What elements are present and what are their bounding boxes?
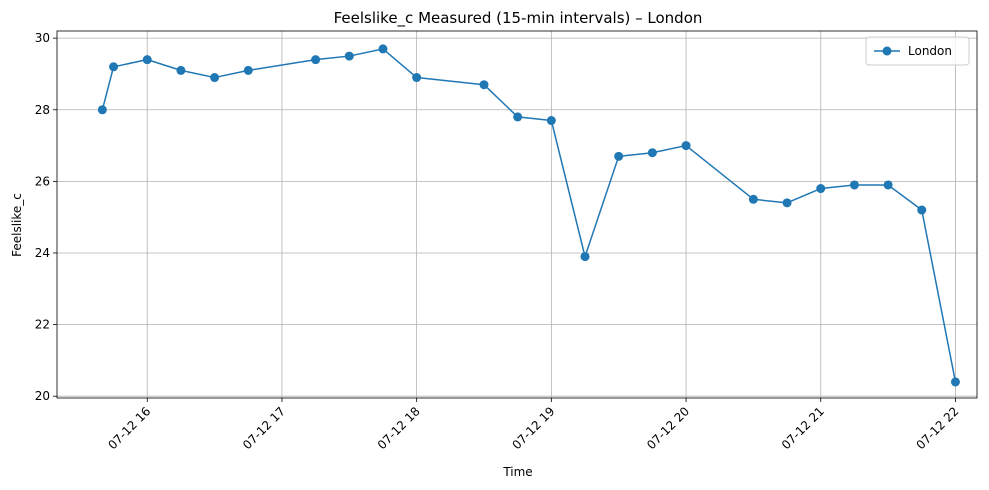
data-point	[210, 73, 220, 83]
data-point	[748, 194, 758, 204]
y-tick-label: 24	[35, 246, 50, 260]
data-point	[580, 252, 590, 262]
data-point	[647, 148, 657, 158]
data-point	[479, 80, 489, 90]
data-point	[513, 112, 523, 122]
y-axis-label: Feelslike_c	[10, 193, 24, 257]
x-tick-label: 07-12 17	[240, 404, 288, 452]
series	[97, 44, 960, 387]
data-point	[883, 180, 893, 190]
data-point	[344, 51, 354, 61]
data-point	[243, 65, 253, 75]
data-point	[546, 116, 556, 126]
data-point	[109, 62, 119, 72]
x-tick-label: 07-12 22	[914, 404, 962, 452]
y-tick-label: 20	[35, 389, 50, 403]
data-point	[97, 105, 107, 115]
x-axis-label: Time	[502, 465, 532, 479]
y-tick-label: 26	[35, 174, 50, 188]
data-point	[142, 55, 152, 65]
legend-marker	[882, 46, 892, 56]
grid	[57, 31, 977, 398]
data-point	[176, 65, 186, 75]
x-tick-label: 07-12 21	[779, 404, 827, 452]
data-point	[849, 180, 859, 190]
legend-label: London	[908, 44, 952, 58]
legend: London	[865, 36, 970, 66]
data-point	[782, 198, 792, 208]
y-tick-label: 30	[35, 31, 50, 45]
data-point	[917, 205, 927, 215]
series-line	[101, 48, 957, 383]
y-tick-label: 28	[35, 103, 50, 117]
plot-frame	[56, 30, 978, 399]
data-point	[816, 184, 826, 194]
data-point	[614, 151, 624, 161]
data-point	[950, 377, 960, 387]
y-tick-label: 22	[35, 318, 50, 332]
axes: 20 22 24 26 28 30 07-12 16 07-12 17 07-12 18 07-1…	[35, 30, 978, 452]
data-point	[681, 141, 691, 151]
data-point	[311, 55, 321, 65]
x-tick-label: 07-12 19	[509, 404, 557, 452]
x-tick-label: 07-12 18	[375, 404, 423, 452]
chart-title: Feelslike_c Measured (15-min intervals) …	[334, 9, 703, 28]
x-tick-label: 07-12 20	[644, 404, 692, 452]
data-point	[412, 73, 422, 83]
data-point	[378, 44, 388, 54]
x-tick-label: 07-12 16	[105, 404, 153, 452]
legend-box	[865, 36, 970, 66]
